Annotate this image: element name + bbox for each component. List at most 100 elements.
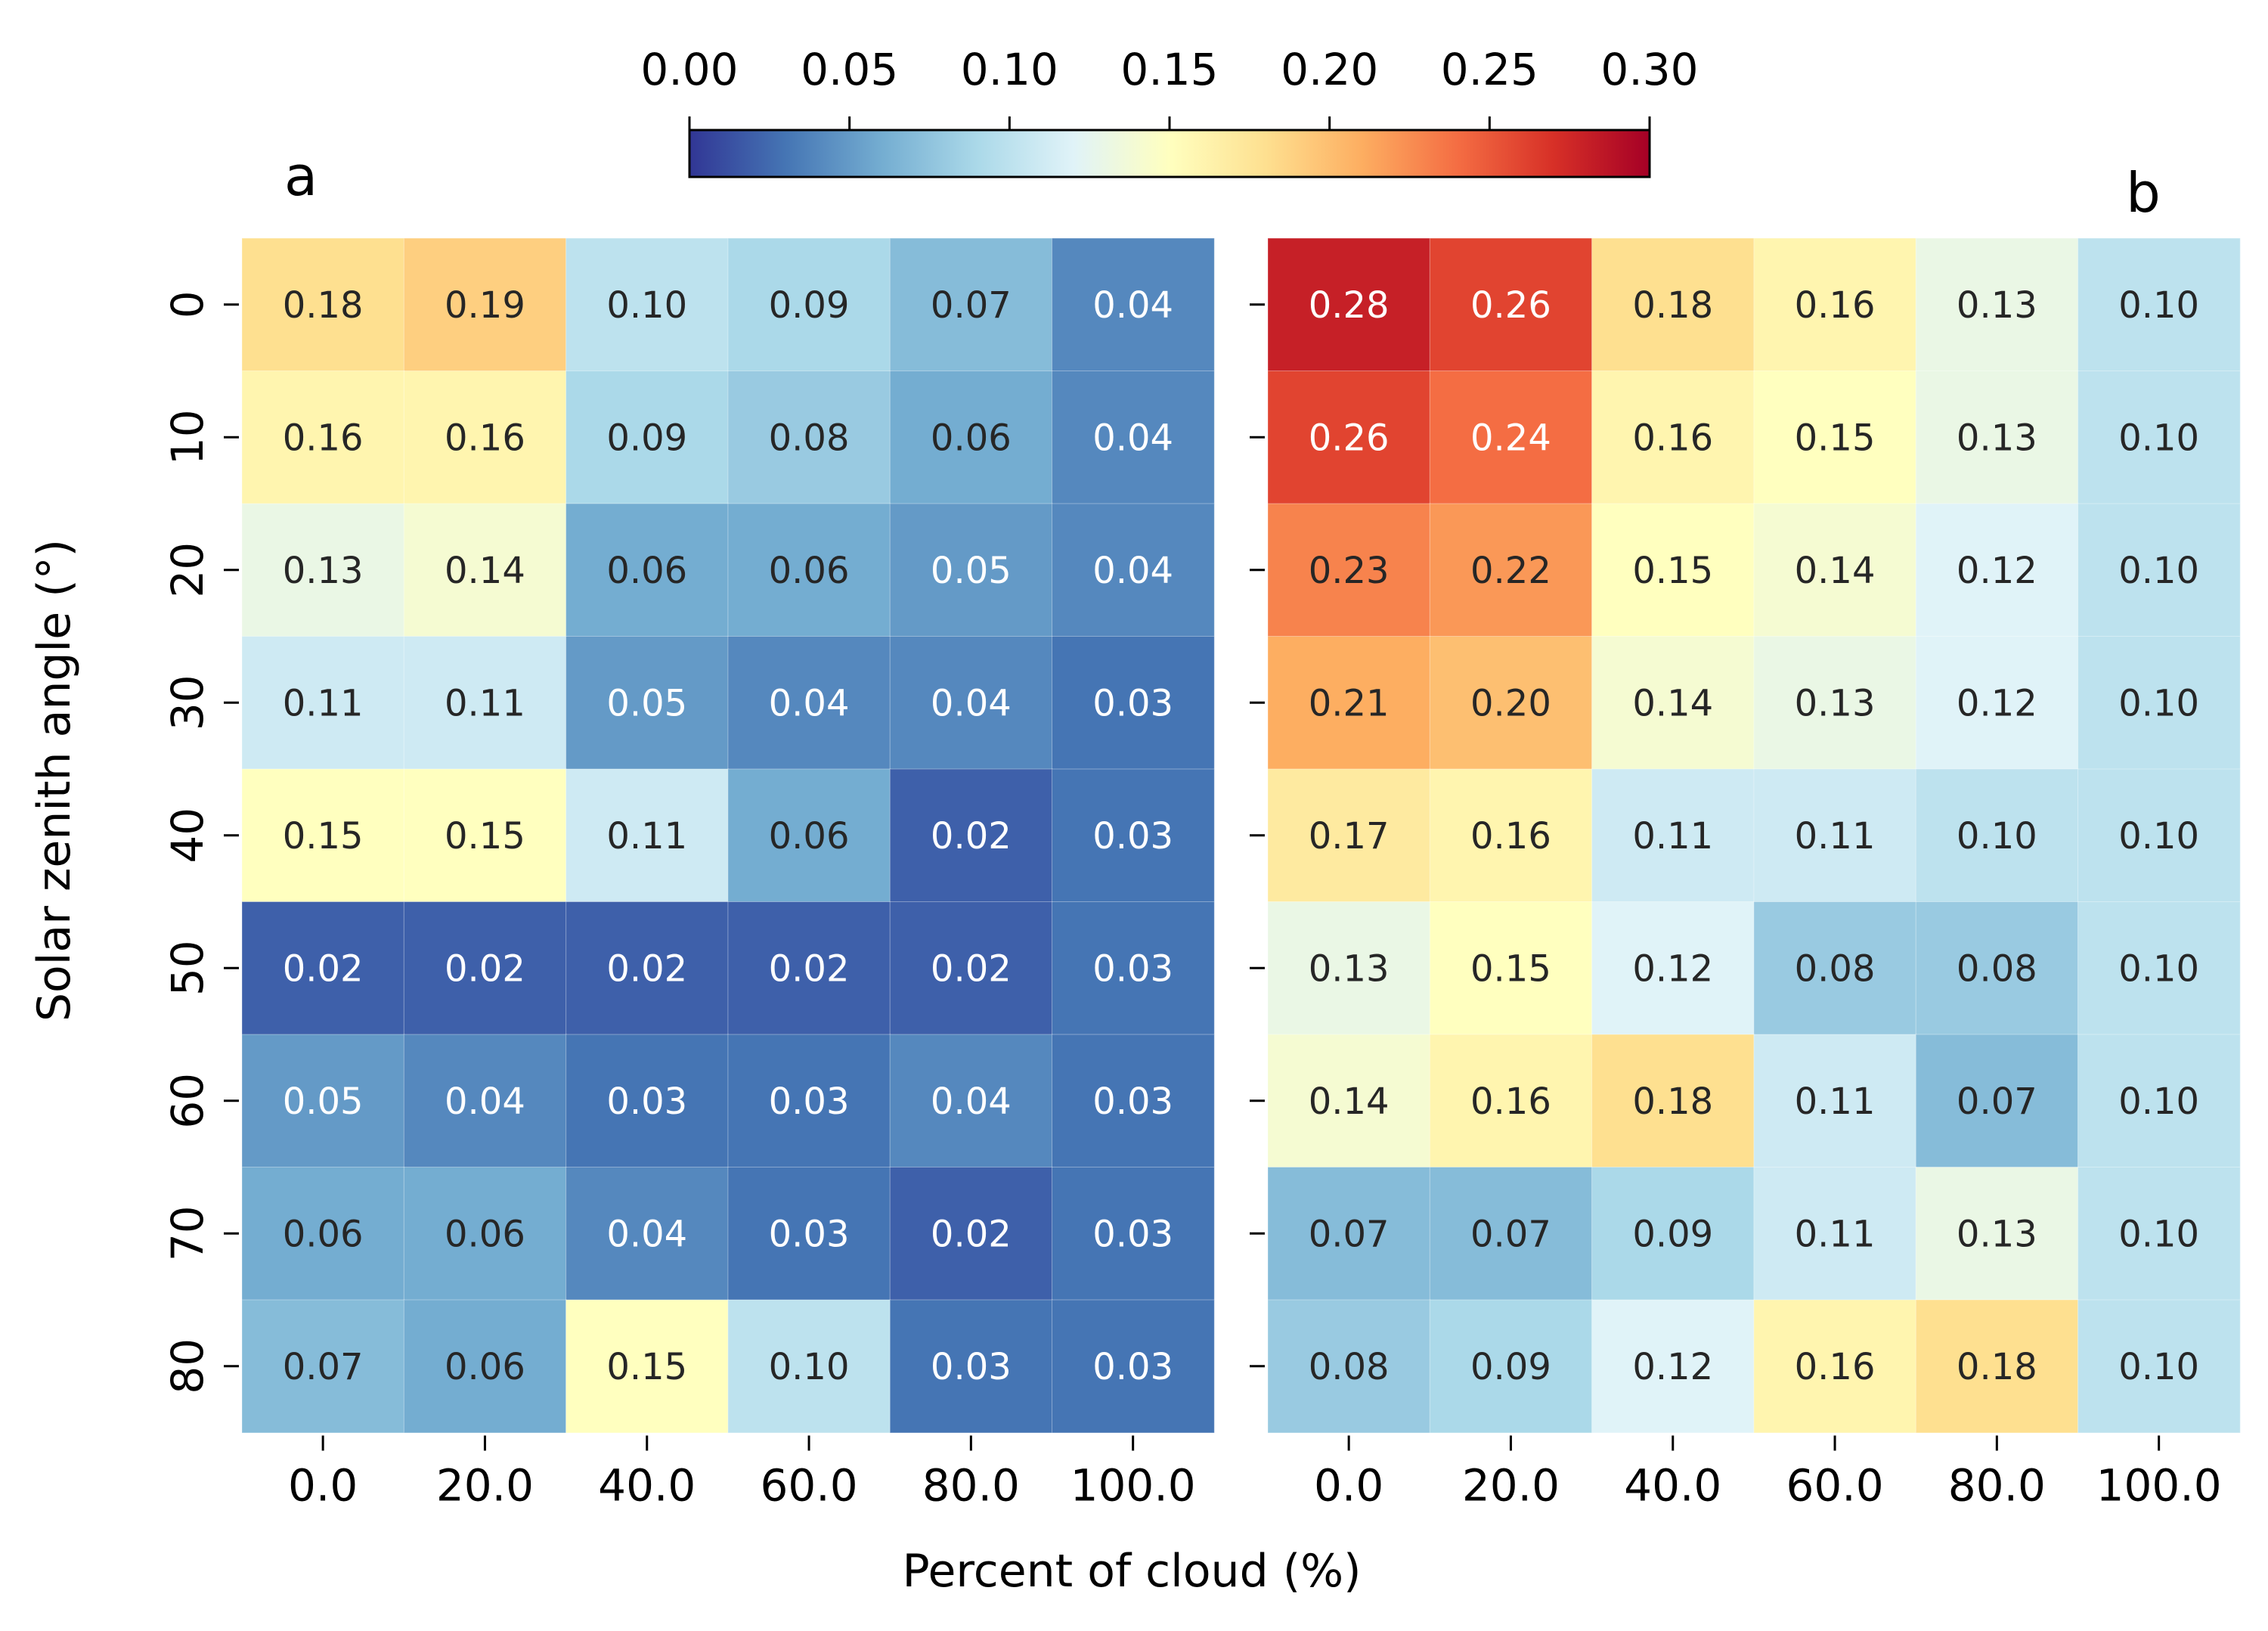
cell-value-label: 0.02 [606,947,687,990]
heatmap-cell [565,1299,729,1434]
colorbar-gradient [688,129,1651,178]
cell-value-label: 0.11 [1795,1081,1876,1123]
heatmap-cell [727,371,891,504]
heatmap-cell [1052,1034,1215,1168]
heatmap-cell [241,1299,405,1434]
heatmap-cell [2077,1034,2241,1168]
heatmap-cell [1429,768,1593,903]
heatmap-cell [2077,1299,2241,1434]
heatmap-cell [1591,1034,1755,1168]
heatmap-cell [1429,901,1593,1035]
cell-value-label: 0.15 [606,1346,687,1388]
heatmap-cell [1267,237,1431,372]
heatmap-cell [2077,901,2241,1035]
cell-value-label: 0.18 [1632,284,1713,327]
cell-value-label: 0.21 [1309,682,1390,724]
cell-value-label: 0.14 [1309,1081,1390,1123]
cell-value-label: 0.20 [1470,682,1551,724]
heatmap-cell [1052,371,1215,504]
cell-value-label: 0.11 [283,682,364,724]
heatmap-cell [1591,636,1755,770]
x-tick-label: 80.0 [1948,1460,2046,1512]
cell-value-label: 0.02 [769,947,850,990]
heatmap-cell [403,1299,567,1434]
heatmap-cell [241,503,405,637]
heatmap-cell [1267,1167,1431,1301]
heatmap-cell [727,901,891,1035]
heatmap-cell [1753,901,1917,1035]
heatmap-cell [1915,1299,2079,1434]
heatmap-cell [1052,503,1215,637]
heatmap-cell [1753,1167,1917,1301]
cell-value-label: 0.12 [1957,550,2037,592]
x-axis-label: Percent of cloud (%) [902,1545,1361,1598]
cell-value-label: 0.15 [1470,947,1551,990]
cell-value-label: 0.02 [445,947,525,990]
y-tick-label: 60 [162,1073,213,1129]
cell-value-label: 0.04 [1092,417,1173,459]
heatmap-cell [2077,371,2241,504]
heatmap-cell [1052,901,1215,1035]
cell-value-label: 0.08 [1957,947,2037,990]
heatmap-cell [1052,636,1215,770]
cell-value-label: 0.06 [606,550,687,592]
cell-value-label: 0.13 [1957,284,2037,327]
cell-value-label: 0.03 [931,1346,1012,1388]
heatmap-cell [403,901,567,1035]
heatmap-cell [1591,1167,1755,1301]
cell-value-label: 0.05 [931,550,1012,592]
cell-value-label: 0.10 [2118,1346,2199,1388]
x-tick-label: 100.0 [1070,1460,1196,1512]
colorbar-tick-label: 0.00 [640,44,738,95]
heatmap-cell [1267,768,1431,903]
cell-value-label: 0.26 [1309,417,1390,459]
cell-value-label: 0.19 [445,284,525,327]
cell-value-label: 0.04 [931,1081,1012,1123]
cell-value-label: 0.07 [283,1346,364,1388]
heatmap-cell [565,636,729,770]
heatmap-cell [403,371,567,504]
cell-value-label: 0.18 [1632,1081,1713,1123]
heatmap-cell [1052,237,1215,372]
cell-value-label: 0.16 [1795,1346,1876,1388]
heatmap-cell [1753,1034,1917,1168]
heatmap-cell [727,237,891,372]
cell-value-label: 0.16 [1795,284,1876,327]
heatmap-cell [1915,237,2079,372]
heatmap-cell [727,1299,891,1434]
heatmap-cell [1429,503,1593,637]
cell-value-label: 0.03 [1092,1346,1173,1388]
heatmap-cell [727,1167,891,1301]
cell-value-label: 0.10 [2118,417,2199,459]
y-tick-label: 30 [162,674,213,730]
cell-value-label: 0.13 [1957,417,2037,459]
cell-value-label: 0.04 [931,682,1012,724]
heatmap-cell [727,1034,891,1168]
cell-value-label: 0.03 [1092,1213,1173,1255]
cell-value-label: 0.13 [1957,1213,2037,1255]
heatmap-cell [1267,1299,1431,1434]
heatmap-cell [565,237,729,372]
heatmap-cell [1753,1299,1917,1434]
heatmap-cell [565,371,729,504]
colorbar: 0.00 0.05 0.10 0.15 0.20 0.25 0.30 [640,44,1699,178]
heatmap-cell [565,1034,729,1168]
cell-value-label: 0.15 [1632,550,1713,592]
heatmap-cell [1915,503,2079,637]
heatmap-cell [727,636,891,770]
cell-value-label: 0.04 [445,1081,525,1123]
cell-value-label: 0.06 [769,815,850,857]
cell-value-label: 0.11 [1795,1213,1876,1255]
x-tick-label: 60.0 [1786,1460,1883,1512]
cell-value-label: 0.06 [931,417,1012,459]
cell-value-label: 0.11 [1795,815,1876,857]
heatmap-cell [727,768,891,903]
heatmap-cell [1591,1299,1755,1434]
colorbar-tick-label: 0.20 [1281,44,1378,95]
colorbar-tick-label: 0.25 [1441,44,1538,95]
cell-value-label: 0.17 [1309,815,1390,857]
heatmap-cell [1915,371,2079,504]
cell-value-label: 0.16 [445,417,525,459]
heatmap-cell [1052,1299,1215,1434]
